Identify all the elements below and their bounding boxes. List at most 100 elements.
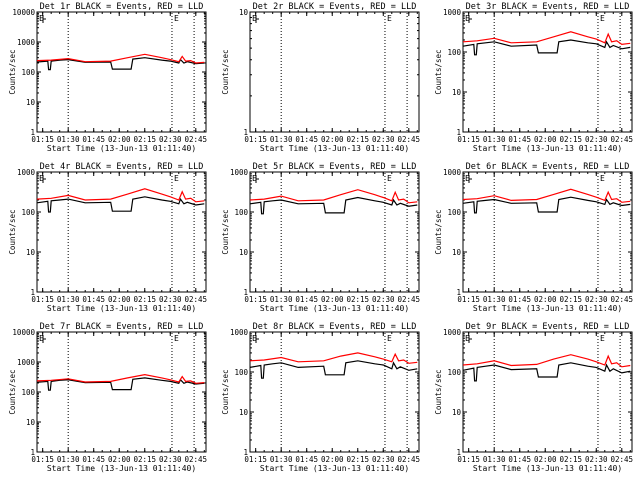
x-tick-label: 02:45 — [398, 135, 421, 144]
y-tick-label: 1000 — [230, 168, 249, 177]
x-tick-label: 01:45 — [82, 295, 105, 304]
y-tick-label: 100 — [447, 208, 461, 217]
x-tick-label: 01:30 — [270, 455, 293, 464]
y-axis-label: Counts/sec — [434, 369, 443, 414]
y-tick-label: 100 — [234, 208, 248, 217]
x-tick-label: 02:30 — [372, 455, 395, 464]
x-tick-label: 01:30 — [57, 135, 80, 144]
x-tick-label: 02:45 — [185, 135, 208, 144]
axis-frame — [36, 171, 207, 293]
y-tick-label: 1 — [456, 448, 461, 457]
x-axis-label: Start Time (13-Jun-13 01:11:40) — [47, 144, 196, 153]
axis-frame — [462, 11, 633, 133]
series-line-lld — [249, 189, 418, 204]
y-tick-label: 10000 — [12, 328, 35, 337]
detector-panel-9: Det 9r BLACK = Events, RED = LLD 1 10 100 10… — [434, 322, 633, 473]
detector-panel-5: Det 5r BLACK = Events, RED = LLD 1 10 100 10… — [221, 162, 420, 313]
x-tick-label: 01:45 — [508, 135, 531, 144]
series-line-events — [36, 377, 205, 391]
x-tick-label: 02:00 — [321, 455, 344, 464]
y-tick-label: 1 — [243, 288, 248, 297]
series-line-events — [36, 57, 205, 71]
x-tick-label: 01:30 — [57, 455, 80, 464]
x-tick-label: 02:00 — [321, 135, 344, 144]
y-tick-label: 1000 — [17, 38, 36, 47]
x-tick-label: 02:45 — [398, 455, 421, 464]
marker-bracket — [468, 15, 472, 23]
x-tick-label: 01:45 — [82, 455, 105, 464]
x-axis-label: Start Time (13-Jun-13 01:11:40) — [260, 144, 409, 153]
x-tick-label: 01:30 — [270, 135, 293, 144]
y-tick-label: 10 — [452, 88, 462, 97]
x-tick-label: 01:45 — [295, 455, 318, 464]
x-tick-label: 02:00 — [108, 295, 131, 304]
detector-panel-2: Det 2r BLACK = Events, RED = LLD 1 10 01:15… — [221, 2, 420, 153]
marker-bracket — [468, 335, 472, 343]
y-tick-label: 10 — [26, 418, 36, 427]
y-tick-label: 100 — [21, 208, 35, 217]
panel-title: Det 8r BLACK = Events, RED = LLD — [253, 322, 417, 332]
y-axis-label: Counts/sec — [221, 49, 230, 94]
y-tick-label: 10000 — [12, 8, 35, 17]
detector-panel-8: Det 8r BLACK = Events, RED = LLD 1 10 100 10… — [221, 322, 420, 473]
x-tick-label: 02:15 — [133, 295, 156, 304]
marker-label: E — [465, 174, 470, 183]
marker-label: E — [39, 334, 44, 343]
detector-panel-7: Det 7r BLACK = Events, RED = LLD 1 10 100 10… — [8, 322, 207, 473]
marker-label: E — [465, 334, 470, 343]
panel-title: Det 2r BLACK = Events, RED = LLD — [253, 2, 417, 12]
x-tick-label: 01:15 — [244, 455, 267, 464]
series-line-lld — [462, 354, 631, 368]
x-tick-label: 02:45 — [611, 135, 634, 144]
x-tick-label: 02:15 — [559, 295, 582, 304]
y-tick-label: 1 — [30, 288, 35, 297]
y-tick-label: 1000 — [17, 358, 36, 367]
marker-label: E — [252, 174, 257, 183]
x-tick-label: 02:00 — [534, 135, 557, 144]
y-tick-label: 100 — [21, 388, 35, 397]
series-line-events — [249, 196, 418, 215]
y-axis-label: Counts/sec — [221, 369, 230, 414]
y-tick-label: 1000 — [443, 8, 462, 17]
y-axis-label: Counts/sec — [8, 209, 17, 254]
panel-title: Det 6r BLACK = Events, RED = LLD — [466, 162, 630, 172]
x-tick-label: 01:15 — [457, 135, 480, 144]
x-tick-label: 01:30 — [57, 295, 80, 304]
x-tick-label: 02:15 — [559, 135, 582, 144]
x-tick-label: 02:30 — [372, 295, 395, 304]
marker-label: E — [252, 334, 257, 343]
x-tick-label: 02:15 — [559, 455, 582, 464]
y-axis-label: Counts/sec — [434, 209, 443, 254]
x-tick-label: 02:00 — [534, 455, 557, 464]
marker-bracket — [42, 175, 46, 183]
x-tick-label: 02:30 — [159, 295, 182, 304]
x-axis-label: Start Time (13-Jun-13 01:11:40) — [473, 304, 622, 313]
x-tick-label: 02:45 — [611, 295, 634, 304]
y-tick-label: 100 — [447, 368, 461, 377]
x-tick-label: 02:15 — [133, 135, 156, 144]
y-tick-label: 100 — [447, 48, 461, 57]
axis-frame — [249, 11, 420, 133]
series-line-lld — [36, 188, 205, 203]
x-tick-label: 02:30 — [585, 455, 608, 464]
detector-panel-3: Det 3r BLACK = Events, RED = LLD 1 10 100 10… — [434, 2, 633, 153]
x-tick-label: 01:30 — [483, 135, 506, 144]
panel-title: Det 4r BLACK = Events, RED = LLD — [40, 162, 204, 172]
marker-bracket — [255, 15, 259, 23]
x-axis-label: Start Time (13-Jun-13 01:11:40) — [260, 304, 409, 313]
y-axis-label: Counts/sec — [8, 369, 17, 414]
x-tick-label: 01:30 — [483, 295, 506, 304]
series-line-events — [462, 39, 631, 56]
x-tick-label: 01:15 — [31, 295, 54, 304]
panel-title: Det 9r BLACK = Events, RED = LLD — [466, 322, 630, 332]
x-tick-label: 02:30 — [159, 135, 182, 144]
x-tick-label: 02:45 — [185, 295, 208, 304]
y-tick-label: 100 — [234, 368, 248, 377]
x-tick-label: 01:30 — [483, 455, 506, 464]
x-tick-label: 02:15 — [346, 455, 369, 464]
y-tick-label: 1000 — [443, 328, 462, 337]
axis-frame — [462, 331, 633, 453]
x-tick-label: 02:00 — [108, 455, 131, 464]
x-tick-label: 01:15 — [457, 455, 480, 464]
